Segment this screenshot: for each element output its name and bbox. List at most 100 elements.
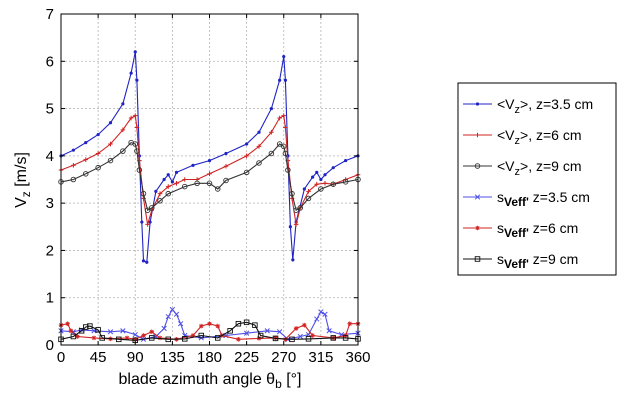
data-point [207, 171, 212, 177]
data-point [149, 329, 155, 335]
data-point [71, 163, 76, 168]
data-point [223, 163, 229, 169]
legend-marker [474, 256, 481, 262]
data-point [148, 205, 155, 211]
y-tick-label: 0 [46, 337, 54, 354]
data-point [161, 325, 167, 332]
data-point [305, 195, 312, 202]
data-point [306, 189, 311, 194]
data-point [134, 125, 140, 130]
y-tick-label: 4 [46, 148, 54, 165]
data-point [165, 184, 171, 189]
y-tick-label: 6 [46, 53, 54, 70]
legend-marker [474, 163, 481, 169]
data-point [207, 158, 212, 163]
legend-entry: <Vz>, z=9 cm [463, 158, 581, 178]
data-point [108, 141, 113, 147]
legend-entry: sVeff' z=6 cm [463, 220, 578, 240]
data-point [243, 169, 250, 176]
data-point [145, 222, 150, 227]
data-point [314, 181, 320, 187]
data-point [289, 190, 295, 197]
grid [61, 14, 358, 345]
data-point [224, 151, 228, 156]
data-point [243, 330, 250, 336]
data-point [181, 336, 188, 342]
data-point [252, 322, 258, 328]
data-point [347, 321, 353, 327]
data-point [170, 180, 174, 184]
x-tick-label: 315 [308, 349, 333, 366]
data-point [206, 180, 213, 187]
data-point [293, 222, 299, 227]
data-point [181, 183, 188, 190]
series-3 [58, 139, 361, 213]
data-point [269, 129, 274, 135]
data-point [198, 332, 204, 339]
x-tick-label: 180 [197, 349, 222, 366]
data-point [285, 167, 291, 173]
legend-entries: <Vz>, z=3.5 cm <Vz>, z=6 cm <Vz>, z=9 cm sV… [463, 96, 593, 271]
data-point [107, 157, 114, 164]
data-point [71, 148, 75, 152]
data-point [78, 328, 85, 334]
data-point [198, 323, 204, 329]
legend-marker [475, 102, 480, 106]
data-point [70, 333, 77, 340]
data-point [235, 320, 242, 327]
legend-entry: sVeff' z=3.5 cm [463, 189, 590, 209]
data-point [269, 106, 273, 111]
legend-box [457, 82, 617, 276]
data-point [128, 115, 134, 121]
data-point [133, 50, 137, 54]
data-point [215, 323, 221, 329]
data-point [330, 181, 337, 187]
data-point [165, 190, 171, 197]
data-point [82, 324, 89, 330]
data-point [311, 175, 315, 179]
x-tick-label: 135 [160, 349, 185, 366]
data-point [84, 141, 88, 145]
data-point [173, 311, 180, 317]
x-tick-label: 225 [234, 349, 259, 366]
data-point [207, 321, 212, 327]
data-point [70, 176, 77, 183]
data-point [281, 113, 287, 118]
data-point [305, 336, 312, 342]
data-point [144, 207, 151, 213]
data-point [148, 220, 152, 224]
data-point [96, 132, 100, 137]
legend-label: sVeff' z=9 cm [497, 251, 578, 271]
data-point [165, 336, 171, 343]
data-point [330, 335, 337, 341]
data-point [65, 321, 70, 327]
x-tick-label: 360 [345, 349, 370, 366]
legend-label: <Vz>, z=6 cm [497, 127, 581, 147]
data-point [293, 326, 299, 331]
data-point [326, 328, 332, 334]
data-point [165, 313, 171, 320]
legend-label: sVeff' z=3.5 cm [497, 189, 590, 209]
data-point [166, 173, 170, 177]
data-point [257, 332, 264, 339]
data-point [91, 335, 97, 341]
data-point [141, 259, 146, 263]
data-point [236, 337, 241, 342]
data-point [323, 173, 327, 177]
x-tick-label: 90 [127, 349, 144, 366]
data-point [227, 328, 233, 334]
y-tick-label: 5 [46, 101, 54, 118]
data-point [256, 160, 262, 166]
data-point [145, 260, 149, 264]
data-point [289, 336, 295, 343]
data-point [95, 164, 101, 171]
data-point [132, 141, 138, 147]
data-point [132, 331, 138, 338]
data-point [293, 207, 299, 213]
data-point [278, 78, 282, 82]
legend-entry: <Vz>, z=3.5 cm [463, 96, 593, 116]
data-point [191, 163, 195, 167]
data-point [277, 115, 282, 121]
data-point [134, 148, 140, 154]
